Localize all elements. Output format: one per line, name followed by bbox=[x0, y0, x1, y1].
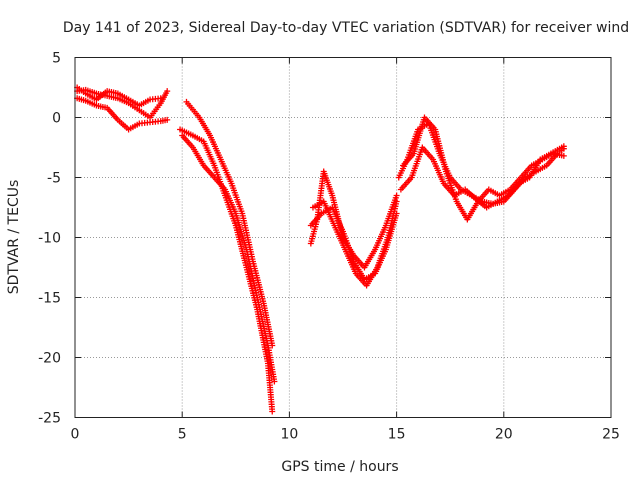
data-points bbox=[74, 84, 567, 415]
chart-title: Day 141 of 2023, Sidereal Day-to-day VTE… bbox=[63, 20, 629, 36]
x-tick-label: 0 bbox=[71, 427, 80, 443]
series-arc-l bbox=[400, 114, 567, 223]
data-point bbox=[560, 143, 567, 150]
series-arc-b bbox=[74, 95, 171, 133]
data-point bbox=[269, 342, 276, 349]
x-tick-label: 5 bbox=[178, 427, 187, 443]
data-point bbox=[164, 88, 171, 95]
series-arc-a bbox=[74, 86, 171, 121]
y-tick-label: 0 bbox=[52, 111, 61, 127]
x-tick-label: 15 bbox=[388, 427, 406, 443]
y-tick-label: -20 bbox=[38, 351, 61, 367]
axis-ticks: 0 5 10 15 20 25 -25 -20 -15 -10 -5 0 5 bbox=[38, 51, 620, 443]
y-tick-label: -10 bbox=[38, 231, 61, 247]
x-axis-label: GPS time / hours bbox=[281, 459, 398, 475]
x-tick-label: 20 bbox=[495, 427, 513, 443]
y-tick-label: 5 bbox=[52, 51, 61, 67]
y-tick-label: -25 bbox=[38, 411, 61, 427]
series-arc-f bbox=[183, 98, 276, 349]
data-point bbox=[164, 116, 171, 123]
data-point bbox=[271, 378, 278, 385]
data-point bbox=[269, 408, 276, 415]
series-arc-k bbox=[397, 143, 567, 211]
series-arc-c bbox=[74, 84, 164, 109]
x-tick-label: 10 bbox=[280, 427, 298, 443]
series-arc-i bbox=[309, 198, 400, 289]
y-axis-label: SDTVAR / TECUs bbox=[6, 180, 22, 295]
x-tick-label: 25 bbox=[602, 427, 620, 443]
y-tick-label: -15 bbox=[38, 291, 61, 307]
data-point bbox=[560, 152, 567, 159]
y-tick-label: -5 bbox=[47, 171, 61, 187]
data-point bbox=[393, 198, 400, 205]
data-point bbox=[393, 192, 400, 199]
data-point bbox=[157, 95, 164, 102]
